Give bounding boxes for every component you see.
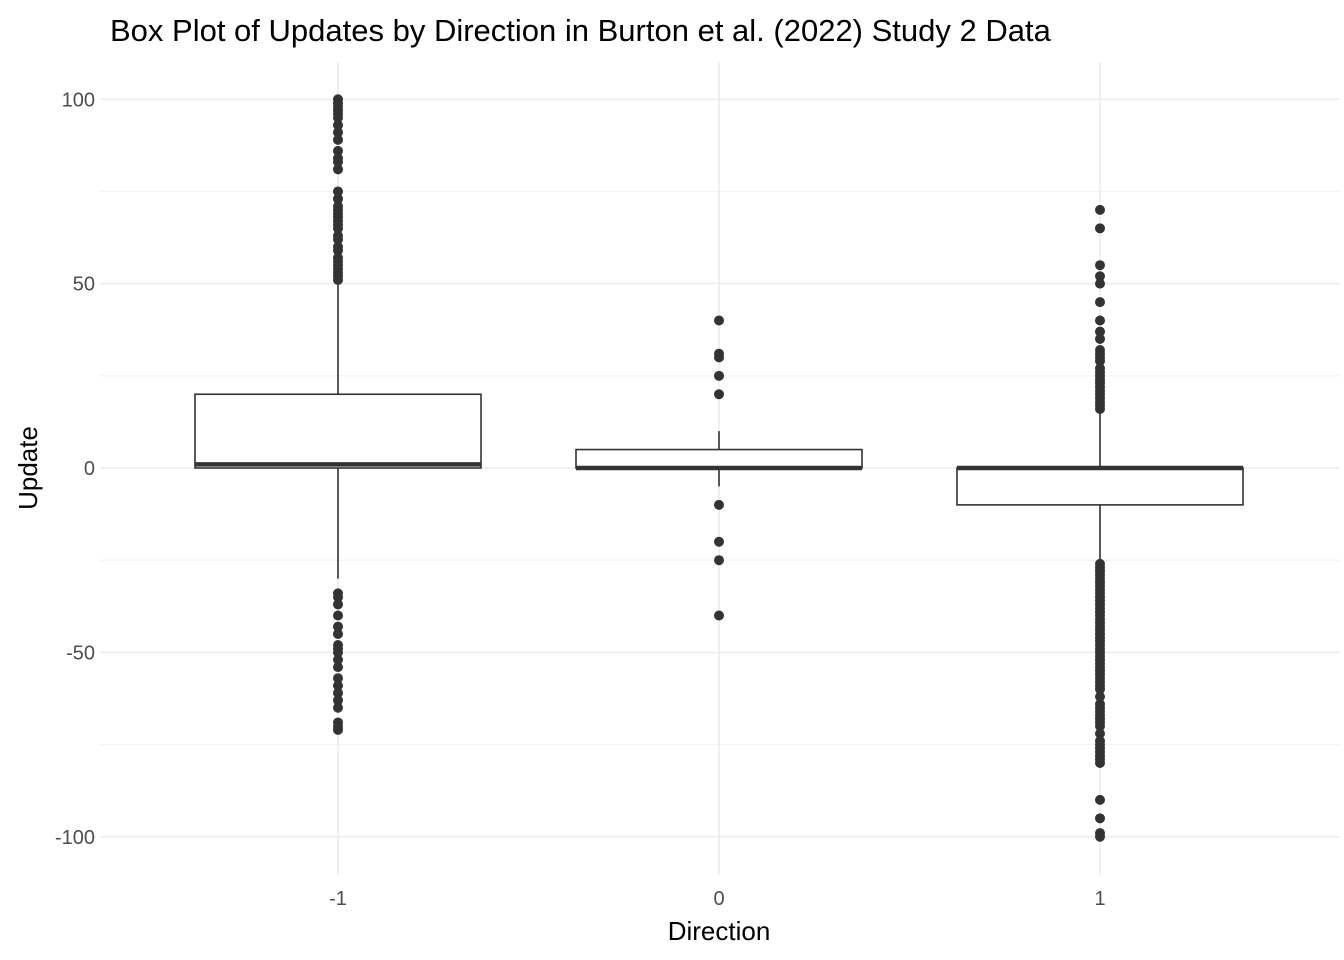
outlier-point	[1095, 223, 1105, 234]
outlier-point	[714, 315, 724, 326]
y-tick-label: 100	[62, 89, 95, 111]
outlier-point	[333, 687, 343, 698]
outlier-point	[1095, 297, 1105, 308]
box	[956, 467, 1244, 506]
outlier-point	[714, 555, 724, 566]
y-tick-label: -100	[55, 827, 95, 849]
x-tick-label: 0	[713, 888, 724, 910]
plot-marks	[194, 94, 1244, 842]
y-axis-title: Update	[13, 426, 43, 510]
outlier-point	[333, 662, 343, 673]
outlier-point	[1095, 326, 1105, 337]
outlier-point	[333, 628, 343, 639]
outlier-point	[333, 245, 343, 256]
outlier-point	[333, 127, 343, 138]
outlier-point	[1095, 404, 1105, 414]
outlier-point	[1095, 758, 1105, 768]
outlier-point	[333, 120, 343, 131]
outlier-point	[333, 223, 343, 234]
outlier-point	[333, 724, 343, 735]
outlier-point	[1095, 315, 1105, 326]
outlier-point	[333, 654, 343, 665]
x-tick-label: 1	[1094, 888, 1105, 910]
outlier-point	[333, 112, 343, 123]
outlier-point	[1095, 684, 1105, 695]
box-group	[194, 94, 482, 735]
box-group	[575, 315, 863, 621]
outlier-point	[333, 274, 343, 285]
outlier-point	[714, 352, 724, 363]
outlier-point	[1095, 271, 1105, 282]
y-tick-label: 50	[73, 274, 95, 296]
outlier-point	[1095, 721, 1105, 732]
outlier-point	[333, 193, 343, 204]
chart-title: Box Plot of Updates by Direction in Burt…	[110, 13, 1052, 48]
outlier-point	[333, 610, 343, 621]
outlier-point	[333, 673, 343, 684]
outlier-point	[1095, 794, 1105, 805]
x-axis-title: Direction	[668, 916, 771, 946]
outlier-point	[1095, 333, 1105, 344]
y-axis-ticks: 100 50 0 -50 -100	[55, 89, 95, 849]
y-tick-label: -50	[66, 642, 95, 664]
outlier-point	[333, 164, 343, 175]
outlier-point	[333, 599, 343, 610]
x-tick-label: -1	[329, 888, 347, 910]
y-tick-label: 0	[84, 458, 95, 480]
box	[575, 448, 863, 469]
outlier-point	[1095, 813, 1105, 824]
outlier-point	[1095, 728, 1105, 739]
outlier-point	[333, 134, 343, 145]
outlier-point	[333, 680, 343, 691]
outlier-point	[714, 370, 724, 381]
outlier-point	[1095, 204, 1105, 215]
outlier-point	[333, 145, 343, 156]
outlier-point	[333, 695, 343, 706]
outlier-point	[714, 610, 724, 621]
outlier-point	[1095, 278, 1105, 289]
box-group	[956, 204, 1244, 842]
x-axis-ticks: -1 0 1	[329, 888, 1105, 910]
outlier-point	[333, 592, 343, 603]
outlier-point	[714, 389, 724, 400]
outlier-point	[333, 156, 343, 167]
box	[194, 393, 482, 469]
outlier-point	[714, 499, 724, 510]
outlier-point	[714, 536, 724, 547]
outlier-point	[333, 621, 343, 632]
outlier-point	[333, 186, 343, 197]
outlier-point	[1095, 831, 1105, 842]
outlier-point	[1095, 260, 1105, 271]
outlier-point	[333, 234, 343, 245]
outlier-point	[1095, 691, 1105, 702]
outlier-point	[333, 702, 343, 713]
outlier-point	[333, 647, 343, 658]
outlier-point	[1095, 356, 1105, 367]
